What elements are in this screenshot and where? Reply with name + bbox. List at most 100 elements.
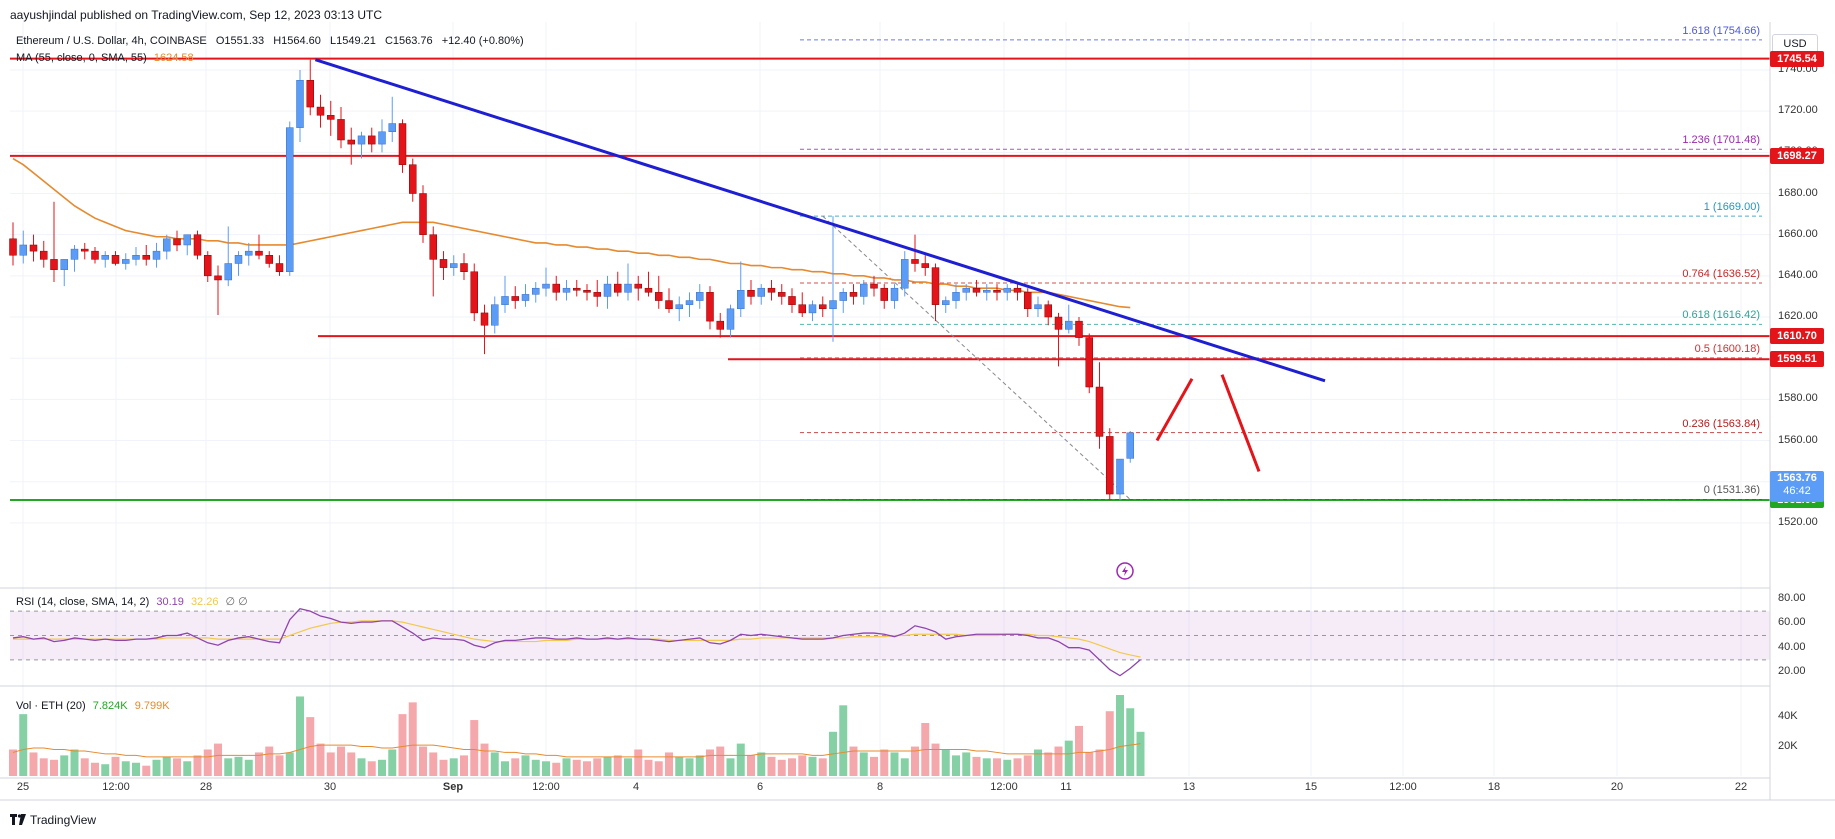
candle-body: [757, 287, 765, 297]
candle-body: [583, 290, 591, 293]
candle: [716, 312, 724, 338]
candle-body: [501, 296, 509, 305]
volume-bar: [470, 720, 479, 776]
volume-bar: [798, 755, 807, 776]
candle: [1116, 458, 1124, 501]
candle-body: [839, 292, 847, 301]
candle: [409, 158, 417, 202]
rsi-ma-value: 32.26: [190, 596, 219, 608]
candle: [378, 119, 386, 153]
price-tick: 1660.00: [1778, 227, 1818, 240]
price-tag: 1745.54: [1770, 50, 1824, 67]
volume-bar: [398, 714, 407, 776]
volume-bar: [777, 759, 786, 776]
volume-bar: [654, 761, 663, 776]
candle-body: [1095, 386, 1104, 437]
currency-button[interactable]: USD: [1772, 34, 1818, 54]
rsi-legend[interactable]: RSI (14, close, SMA, 14, 2) 30.19 32.26 …: [16, 595, 248, 608]
volume-bar: [552, 762, 561, 776]
candle-body: [726, 308, 735, 330]
candle-body: [142, 255, 150, 260]
fib-level-label: 0.764 (1636.52): [1682, 268, 1760, 281]
rsi-extra: ∅ ∅: [225, 596, 248, 608]
candle-body: [706, 292, 714, 322]
volume-bar: [408, 702, 417, 776]
candle-body: [1054, 316, 1063, 330]
volume-bar: [347, 752, 356, 776]
legend-row: Ethereum / U.S. Dollar, 4h, COINBASE O15…: [16, 35, 524, 47]
candle-body: [1003, 287, 1011, 293]
volume-bar: [603, 756, 612, 776]
candle-body: [450, 263, 458, 268]
candle: [480, 304, 489, 355]
volume-bar: [788, 758, 796, 776]
price-tick: 1560.00: [1778, 433, 1818, 446]
candle-body: [696, 292, 704, 301]
volume-bar: [101, 764, 110, 776]
candle: [173, 230, 181, 252]
axes: [0, 22, 1835, 801]
candle: [685, 292, 694, 318]
candle-body: [942, 300, 950, 305]
symbol-name[interactable]: Ethereum / U.S. Dollar, 4h, COINBASE: [16, 35, 207, 47]
candle-body: [60, 259, 68, 270]
trendline-group: [314, 58, 1326, 580]
candle-body: [111, 255, 120, 264]
candle: [1085, 333, 1093, 394]
candle-body: [224, 263, 232, 281]
volume-bar: [665, 752, 673, 776]
tradingview-logo-icon: [10, 814, 26, 825]
candle-body: [214, 275, 222, 281]
footer-brand[interactable]: TradingView: [30, 813, 97, 827]
candle: [245, 242, 253, 266]
volume-bar: [583, 761, 591, 776]
ma-legend[interactable]: MA (55, close, 0, SMA, 55) 1624.58: [16, 52, 194, 64]
volume-bar: [214, 743, 222, 776]
candle: [829, 216, 837, 342]
rsi-tick: 60.00: [1778, 616, 1806, 629]
time-tick: 8: [876, 781, 884, 793]
candle: [70, 244, 79, 272]
candle: [532, 282, 540, 303]
candle: [286, 121, 294, 276]
volume-bar: [941, 749, 950, 776]
candle-body: [1085, 337, 1093, 388]
volume-bar: [593, 758, 602, 776]
candle-body: [767, 287, 776, 293]
candle-body: [50, 259, 58, 270]
last-price-tag: 1563.76 46:42: [1770, 471, 1824, 502]
candle: [614, 271, 622, 297]
candle-body: [1044, 304, 1052, 318]
candle-body: [1024, 292, 1032, 310]
volume-bar: [511, 758, 520, 776]
candle-body: [193, 234, 202, 256]
rsi-pane: [12, 608, 1141, 677]
candle-body: [234, 255, 243, 264]
volume-bar: [439, 759, 448, 776]
time-tick: 13: [1182, 781, 1196, 793]
legend-open: O1551.33: [215, 35, 265, 47]
candle: [655, 275, 663, 309]
volume-bar: [19, 714, 28, 776]
volume-bar: [757, 752, 766, 776]
candle: [19, 230, 27, 264]
candle-body: [962, 287, 970, 293]
volume-bar: [121, 761, 130, 776]
candle-body: [634, 283, 642, 289]
fib-level-label: 0.5 (1600.18): [1694, 342, 1760, 355]
volume-bar: [501, 761, 509, 776]
candle: [234, 251, 243, 276]
publisher-line: aayushjindal published on TradingView.co…: [10, 8, 383, 22]
volume-bar: [449, 758, 458, 776]
volume-legend[interactable]: Vol · ETH (20) 7.824K 9.799K: [16, 700, 170, 712]
candle-body: [70, 248, 79, 260]
volume-bar: [880, 749, 889, 776]
candle: [1075, 317, 1083, 346]
candle: [111, 251, 120, 266]
candle: [562, 279, 571, 301]
volume-bar: [736, 743, 745, 776]
volume-bar: [60, 755, 69, 776]
candle-body: [9, 238, 17, 256]
volume-bar: [675, 756, 684, 776]
